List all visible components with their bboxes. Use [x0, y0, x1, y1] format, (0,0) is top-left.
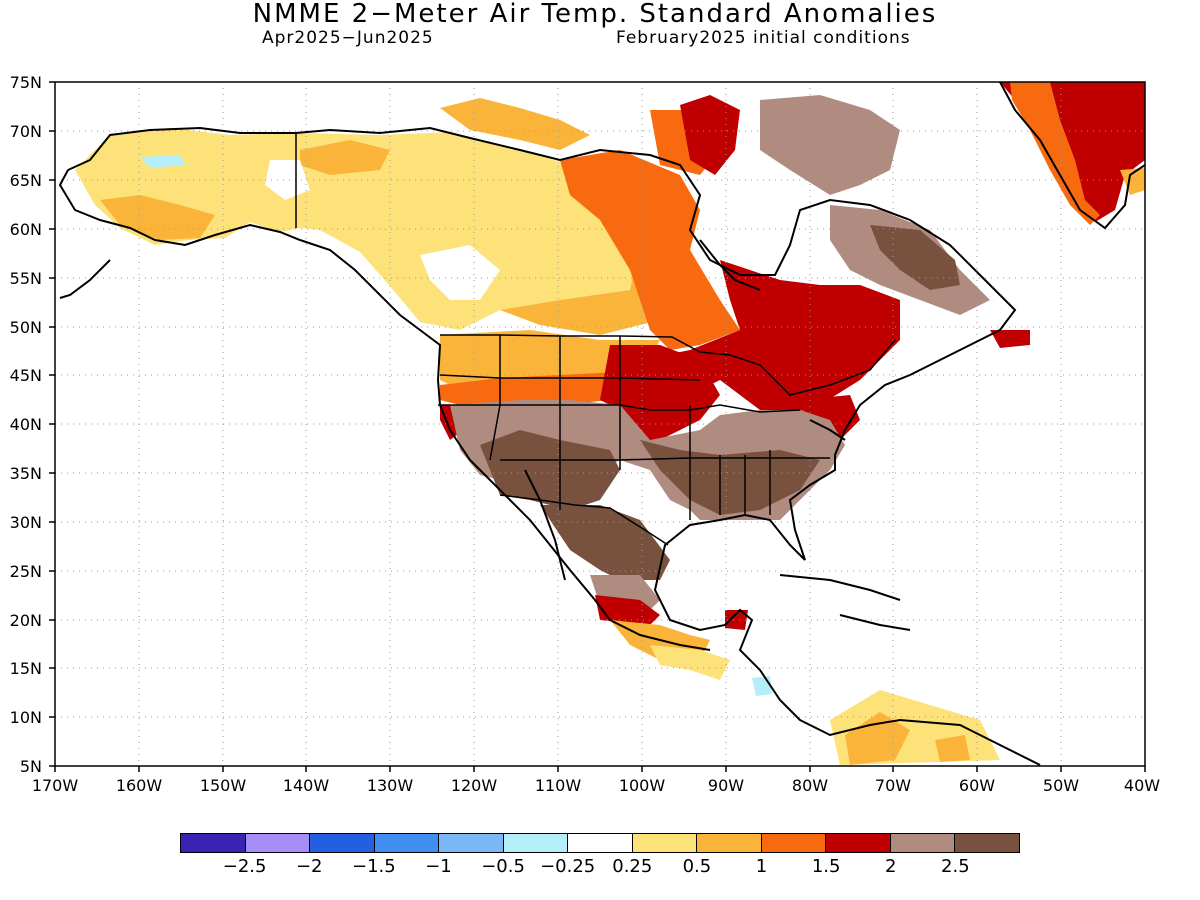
- lon-label: 90W: [708, 776, 744, 795]
- lon-label: 50W: [1043, 776, 1079, 795]
- colorbar-swatch: [310, 834, 375, 852]
- lat-label: 30N: [10, 513, 42, 532]
- lat-label: 35N: [10, 464, 42, 483]
- lat-label: 45N: [10, 366, 42, 385]
- lon-label: 110W: [535, 776, 582, 795]
- latitude-labels: 75N 70N 65N 60N 55N 50N 45N 40N 35N 30N …: [10, 73, 42, 776]
- lat-label: 60N: [10, 220, 42, 239]
- lat-label: 25N: [10, 562, 42, 581]
- colorbar-label: −0.25: [540, 856, 596, 877]
- colorbar-label: −0.5: [481, 856, 525, 877]
- lon-label: 140W: [283, 776, 330, 795]
- lon-label: 150W: [200, 776, 247, 795]
- colorbar-swatch: [439, 834, 504, 852]
- colorbar: [180, 833, 1020, 853]
- colorbar-swatch: [503, 834, 569, 852]
- map-title: NMME 2−Meter Air Temp. Standard Anomalie…: [252, 0, 938, 29]
- colorbar-label: −1: [425, 856, 452, 877]
- lat-label: 5N: [20, 757, 42, 776]
- colorbar-swatch: [632, 834, 698, 852]
- longitude-labels: 170W 160W 150W 140W 130W 120W 110W 100W …: [32, 776, 1160, 795]
- colorbar-swatch: [890, 834, 956, 852]
- colorbar-swatch: [697, 834, 762, 852]
- lon-label: 170W: [32, 776, 79, 795]
- colorbar-swatch: [568, 834, 633, 852]
- lat-label: 20N: [10, 611, 42, 630]
- lon-label: 70W: [875, 776, 911, 795]
- colorbar-label: 1: [755, 856, 768, 877]
- colorbar-swatch: [955, 834, 1019, 852]
- colorbar-label: 1.5: [811, 856, 841, 877]
- lon-label: 80W: [792, 776, 828, 795]
- political-borders: [295, 133, 896, 546]
- colorbar-labels: −2.5 −2 −1.5 −1 −0.5 −0.25 0.25 0.5 1 1.5 2 2.5: [0, 856, 1200, 880]
- colorbar-label: −2.5: [222, 856, 267, 877]
- lat-label: 55N: [10, 269, 42, 288]
- lat-label: 75N: [10, 73, 42, 92]
- lat-label: 70N: [10, 122, 42, 141]
- anomaly-map: 75N 70N 65N 60N 55N 50N 45N 40N 35N 30N …: [10, 73, 1161, 795]
- lat-label: 65N: [10, 171, 42, 190]
- lon-label: 160W: [116, 776, 163, 795]
- colorbar-swatch: [181, 834, 246, 852]
- lon-label: 40W: [1124, 776, 1160, 795]
- colorbar-swatch: [374, 834, 440, 852]
- lon-label: 60W: [959, 776, 995, 795]
- colorbar-label: 0.25: [612, 856, 653, 877]
- initial-conditions: February2025 initial conditions: [616, 28, 911, 48]
- colorbar-swatch: [761, 834, 827, 852]
- axis-ticks: [49, 81, 1146, 772]
- colorbar-swatch: [245, 834, 311, 852]
- lat-label: 40N: [10, 415, 42, 434]
- lon-label: 120W: [451, 776, 498, 795]
- lat-label: 15N: [10, 659, 42, 678]
- lon-label: 100W: [619, 776, 666, 795]
- lat-label: 10N: [10, 708, 42, 727]
- colorbar-label: −1.5: [351, 856, 396, 877]
- lon-label: 130W: [367, 776, 414, 795]
- graticule: [55, 82, 1145, 766]
- lat-label: 50N: [10, 318, 42, 337]
- colorbar-label: 0.5: [682, 856, 712, 877]
- coastlines: [58, 82, 1145, 766]
- colorbar-swatch: [826, 834, 891, 852]
- colorbar-label: 2.5: [941, 856, 970, 877]
- colorbar-label: 2: [885, 856, 897, 877]
- colorbar-label: −2: [295, 856, 323, 877]
- forecast-period: Apr2025−Jun2025: [262, 28, 434, 48]
